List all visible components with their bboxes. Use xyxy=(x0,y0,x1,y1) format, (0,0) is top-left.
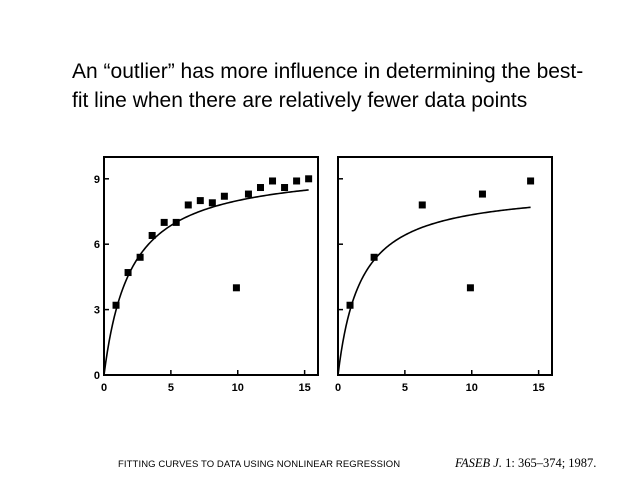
slide-title: An “outlier” has more influence in deter… xyxy=(72,57,632,115)
data-point xyxy=(244,190,252,198)
y-tick-label: 6 xyxy=(94,239,100,251)
x-tick-label: 15 xyxy=(533,382,545,394)
slide-title-line-1: An “outlier” has more influence in deter… xyxy=(72,60,584,83)
data-point xyxy=(281,184,289,192)
x-tick-label: 10 xyxy=(232,382,244,394)
chart-panel-right: 0 5 10 15 xyxy=(335,156,553,394)
data-point xyxy=(208,199,216,207)
data-point xyxy=(148,231,156,239)
data-point xyxy=(370,253,378,261)
data-point xyxy=(466,284,474,292)
citation-details: 1: 365–374; 1987. xyxy=(501,456,597,470)
x-tick-label: 0 xyxy=(101,382,107,394)
data-point xyxy=(293,177,301,185)
data-point xyxy=(346,301,354,309)
plot-frame xyxy=(103,156,319,376)
x-tick-label: 0 xyxy=(335,382,341,394)
plot-frame xyxy=(337,156,553,376)
x-tick-label: 5 xyxy=(402,382,408,394)
citation-journal: FASEB J. xyxy=(455,456,502,470)
y-tick-label: 0 xyxy=(94,370,100,382)
data-point xyxy=(136,253,144,261)
data-point xyxy=(112,301,120,309)
data-point xyxy=(220,192,228,200)
data-point xyxy=(184,201,192,209)
data-point xyxy=(124,269,132,277)
figure-caption: FITTING CURVES TO DATA USING NONLINEAR R… xyxy=(118,459,401,470)
data-point xyxy=(232,284,240,292)
data-point xyxy=(256,184,264,192)
figure-citation: FASEB J. 1: 365–374; 1987. xyxy=(455,456,596,471)
data-point xyxy=(269,177,277,185)
y-tick-label: 3 xyxy=(94,305,100,317)
x-tick-label: 10 xyxy=(466,382,478,394)
chart-panel-left: 0 5 10 15 0 3 6 9 xyxy=(94,156,319,394)
fit-curve xyxy=(337,206,531,376)
fit-curve xyxy=(103,189,309,376)
x-tick-label: 15 xyxy=(299,382,311,394)
data-point xyxy=(418,201,426,209)
data-point xyxy=(305,175,313,183)
data-point xyxy=(172,218,180,226)
data-point xyxy=(196,197,204,205)
y-tick-label: 9 xyxy=(94,174,100,186)
x-tick-label: 5 xyxy=(168,382,174,394)
data-point xyxy=(160,218,168,226)
slide-title-line-2: fit line when there are relatively fewer… xyxy=(72,89,528,112)
data-point xyxy=(527,177,535,185)
data-point xyxy=(478,190,486,198)
